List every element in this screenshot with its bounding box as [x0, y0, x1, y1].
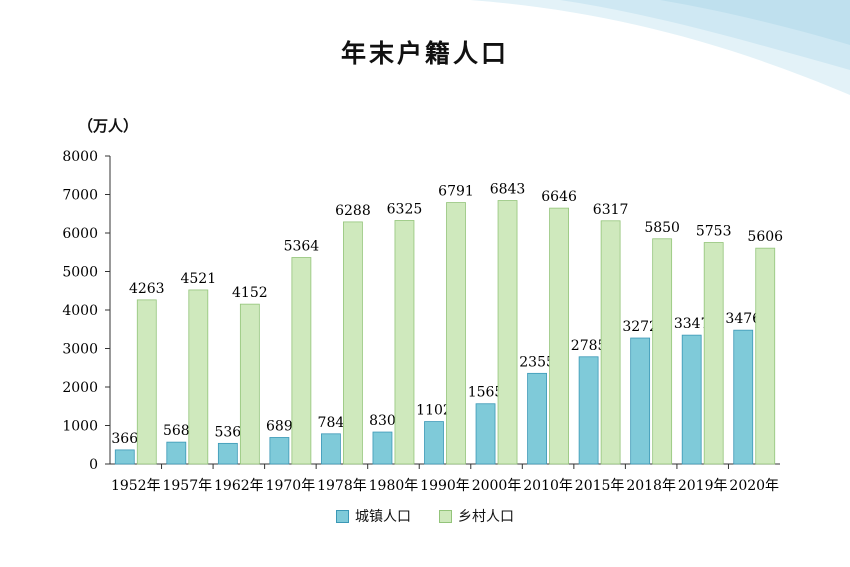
y-tick-label: 5000	[62, 265, 98, 281]
bar-urban	[217, 442, 238, 465]
data-label-urban: 3476	[725, 311, 761, 327]
legend: 城镇人口 乡村人口	[0, 506, 850, 526]
bar-rural	[549, 207, 569, 465]
legend-item-rural: 乡村人口	[439, 506, 514, 526]
data-label-rural: 6843	[490, 182, 526, 198]
data-label-rural: 4152	[232, 285, 268, 301]
bar-rural	[703, 242, 724, 465]
data-label-rural: 5364	[284, 238, 320, 254]
bar-urban	[424, 421, 444, 465]
bar-rural	[755, 247, 776, 465]
y-tick-label: 4000	[62, 303, 98, 319]
bar-rural	[497, 200, 518, 465]
bar-rural	[239, 303, 260, 465]
x-tick-label: 1980年	[369, 478, 419, 494]
x-tick-label: 2000年	[472, 478, 522, 494]
legend-swatch-rural	[439, 509, 452, 523]
data-label-urban: 2785	[571, 338, 607, 354]
x-tick-label: 1990年	[420, 478, 470, 494]
data-label-urban: 366	[111, 431, 138, 447]
x-tick-label: 2010年	[523, 478, 573, 494]
chart-title: 年末户籍人口	[340, 39, 509, 68]
legend-label-rural: 乡村人口	[458, 509, 514, 525]
data-label-rural: 6288	[335, 203, 371, 219]
bar-rural	[291, 257, 312, 465]
data-label-urban: 689	[266, 418, 293, 434]
data-label-rural: 6325	[387, 201, 423, 217]
data-label-rural: 5606	[747, 229, 783, 245]
bar-urban	[475, 403, 496, 465]
data-label-rural: 6317	[593, 202, 629, 218]
bar-urban	[681, 334, 702, 465]
legend-swatch-urban	[336, 509, 349, 523]
y-tick-label: 7000	[62, 188, 98, 204]
y-tick-label: 2000	[62, 380, 98, 396]
bar-urban	[321, 433, 341, 465]
bar-urban	[578, 356, 599, 465]
data-label-urban: 3272	[622, 319, 658, 335]
data-label-urban: 784	[318, 415, 345, 431]
bar-urban	[114, 449, 135, 465]
x-tick-label: 1962年	[214, 478, 264, 494]
y-tick-label: 1000	[62, 419, 98, 435]
data-label-rural: 5850	[644, 220, 680, 236]
y-tick-label: 8000	[62, 149, 98, 165]
bar-rural	[343, 221, 363, 465]
y-tick-label: 6000	[62, 226, 98, 242]
data-label-rural: 6646	[541, 189, 577, 205]
legend-label-urban: 城镇人口	[355, 509, 411, 525]
bar-urban	[269, 437, 290, 465]
bar-urban	[733, 329, 754, 465]
data-label-urban: 2355	[519, 354, 555, 370]
bar-urban	[527, 372, 547, 465]
bar-urban	[630, 337, 651, 465]
data-label-urban: 536	[214, 424, 241, 440]
data-label-urban: 3347	[674, 316, 710, 332]
y-tick-label: 0	[89, 457, 98, 473]
data-label-rural: 4263	[129, 281, 165, 297]
bar-urban	[166, 441, 187, 465]
bar-urban	[372, 431, 393, 465]
x-tick-label: 1970年	[266, 478, 316, 494]
bar-rural	[136, 299, 157, 465]
data-label-urban: 1102	[416, 403, 452, 419]
x-tick-label: 2020年	[729, 478, 779, 494]
data-label-urban: 830	[369, 413, 396, 429]
data-label-urban: 1565	[468, 385, 504, 401]
x-tick-label: 2015年	[575, 478, 625, 494]
x-tick-label: 1957年	[162, 478, 212, 494]
x-tick-label: 1978年	[317, 478, 367, 494]
data-label-rural: 5753	[696, 224, 732, 240]
bar-rural	[394, 220, 415, 465]
x-tick-label: 2018年	[626, 478, 676, 494]
y-axis-unit-label: （万人）	[78, 117, 139, 135]
bar-rural	[188, 289, 209, 465]
bar-rural	[446, 202, 466, 465]
data-label-urban: 568	[163, 423, 190, 439]
bar-rural	[652, 238, 673, 465]
x-tick-label: 1952年	[111, 478, 161, 494]
legend-item-urban: 城镇人口	[336, 506, 411, 526]
bar-rural	[600, 220, 621, 465]
data-label-rural: 4521	[180, 271, 216, 287]
y-tick-label: 3000	[62, 342, 98, 358]
data-label-rural: 6791	[438, 184, 474, 200]
x-tick-label: 2019年	[678, 478, 728, 494]
